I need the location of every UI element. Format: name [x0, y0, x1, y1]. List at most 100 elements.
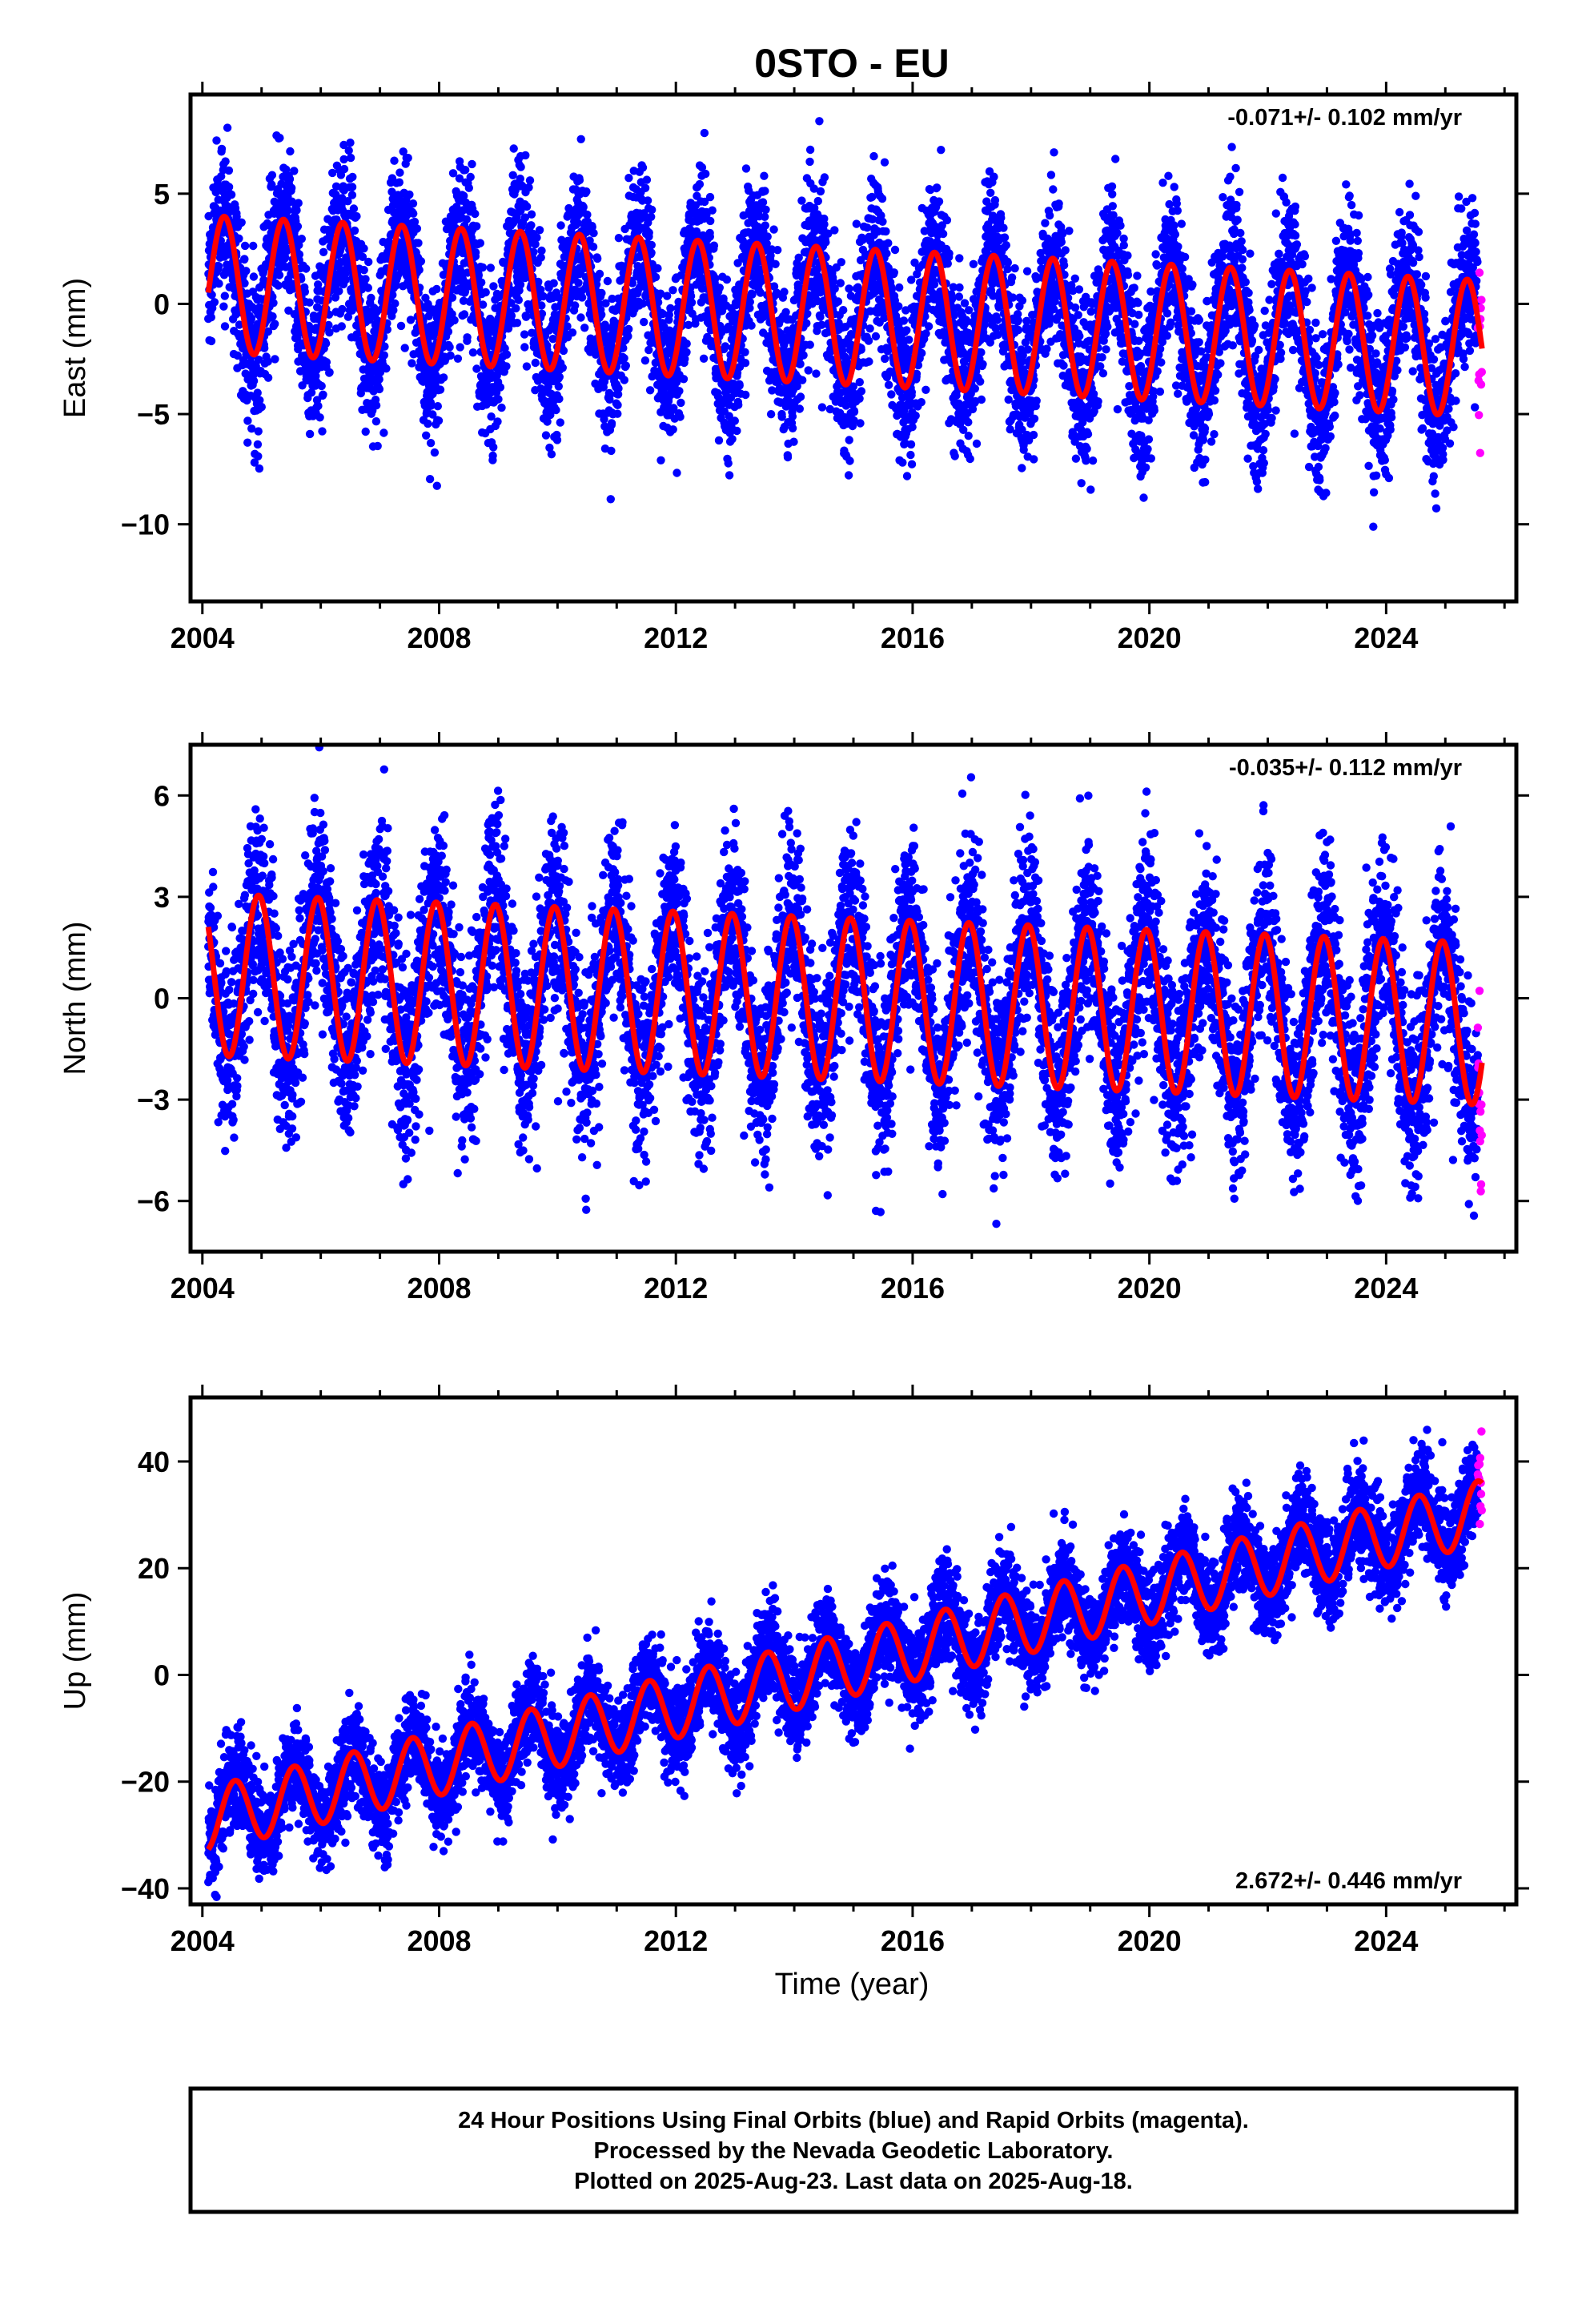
- east-final-point: [263, 373, 273, 382]
- east-final-point: [294, 199, 303, 207]
- east-final-point: [845, 436, 853, 444]
- east-final-point: [525, 176, 535, 185]
- east-final-point: [878, 217, 887, 226]
- east-final-point: [253, 440, 263, 449]
- east-final-point: [539, 292, 548, 301]
- east-final-point: [285, 175, 295, 183]
- east-final-point: [474, 271, 483, 279]
- east-final-point: [325, 328, 334, 337]
- east-final-point: [408, 199, 418, 208]
- east-final-point: [527, 210, 536, 219]
- east-final-point: [595, 269, 604, 279]
- east-final-point: [404, 154, 412, 163]
- east-final-point: [986, 188, 995, 197]
- east-final-point: [773, 246, 782, 255]
- east-final-point: [741, 359, 750, 368]
- east-final-point: [520, 330, 529, 339]
- east-final-point: [267, 171, 277, 179]
- east-final-point: [714, 436, 724, 445]
- east-final-point: [212, 136, 221, 145]
- east-final-point: [249, 241, 258, 251]
- east-final-point: [993, 316, 1002, 324]
- east-final-point: [466, 172, 475, 182]
- east-final-point: [911, 411, 920, 420]
- east-final-point: [937, 146, 946, 155]
- east-final-point: [531, 239, 540, 249]
- east-final-point: [656, 456, 665, 464]
- east-final-point: [579, 203, 588, 211]
- east-final-point: [606, 495, 615, 504]
- east-final-point: [382, 364, 391, 373]
- east-final-point: [644, 345, 653, 355]
- east-final-point: [855, 378, 865, 387]
- east-final-point: [624, 324, 633, 334]
- east-final-point: [679, 375, 689, 384]
- east-final-point: [527, 221, 536, 230]
- east-final-point: [921, 329, 930, 338]
- east-final-point: [990, 172, 998, 181]
- east-final-point: [217, 144, 227, 154]
- east-final-point: [788, 424, 797, 432]
- east-final-point: [508, 171, 517, 179]
- east-final-point: [863, 223, 872, 232]
- east-final-point: [492, 371, 501, 380]
- east-final-point: [964, 432, 973, 440]
- east-final-point: [295, 250, 304, 259]
- east-final-point: [243, 438, 252, 447]
- east-final-point: [917, 348, 926, 358]
- east-final-point: [734, 400, 743, 409]
- east-final-point: [331, 182, 341, 191]
- east-final-point: [338, 304, 347, 314]
- east-final-point: [845, 284, 853, 293]
- east-final-point: [666, 304, 675, 313]
- east-final-point: [235, 320, 244, 329]
- east-final-point: [647, 212, 656, 221]
- east-final-point: [555, 394, 564, 404]
- east-final-point: [906, 440, 916, 449]
- east-final-point: [448, 169, 458, 178]
- east-final-point: [493, 417, 502, 426]
- east-final-point: [489, 282, 498, 291]
- east-final-point: [220, 322, 230, 331]
- east-final-point: [682, 340, 691, 348]
- east-final-point: [705, 192, 715, 202]
- east-final-point: [489, 443, 498, 452]
- east-final-point: [871, 332, 881, 341]
- east-final-point: [554, 382, 563, 391]
- east-final-point: [899, 316, 909, 325]
- east-final-point: [568, 328, 577, 337]
- east-final-point: [817, 403, 827, 412]
- east-final-point: [247, 424, 256, 433]
- east-final-point: [894, 302, 903, 311]
- east-final-point: [715, 283, 724, 292]
- east-final-point: [271, 320, 279, 328]
- east-final-point: [359, 244, 368, 253]
- east-final-point: [942, 215, 952, 225]
- east-final-point: [921, 385, 930, 394]
- east-final-point: [430, 448, 440, 457]
- east-final-point: [880, 158, 889, 167]
- east-final-point: [799, 351, 808, 360]
- east-final-point: [613, 409, 622, 418]
- east-final-point: [379, 351, 388, 360]
- east-final-point: [788, 412, 797, 421]
- east-final-point: [976, 377, 985, 386]
- east-final-point: [455, 174, 464, 183]
- east-final-point: [588, 243, 598, 251]
- east-final-point: [857, 387, 866, 396]
- east-final-point: [884, 380, 893, 389]
- east-final-point: [760, 171, 769, 180]
- east-final-point: [416, 257, 426, 266]
- east-final-point: [701, 169, 710, 179]
- east-final-point: [576, 135, 585, 143]
- east-final-point: [207, 291, 216, 300]
- east-final-point: [410, 217, 420, 227]
- east-final-point: [881, 354, 889, 364]
- east-final-point: [902, 326, 911, 335]
- east-final-point: [839, 306, 848, 315]
- east-final-point: [812, 369, 821, 378]
- east-final-point: [260, 344, 269, 352]
- east-final-point: [426, 439, 436, 448]
- east-final-point: [614, 234, 624, 243]
- east-plot-area: [204, 117, 1487, 531]
